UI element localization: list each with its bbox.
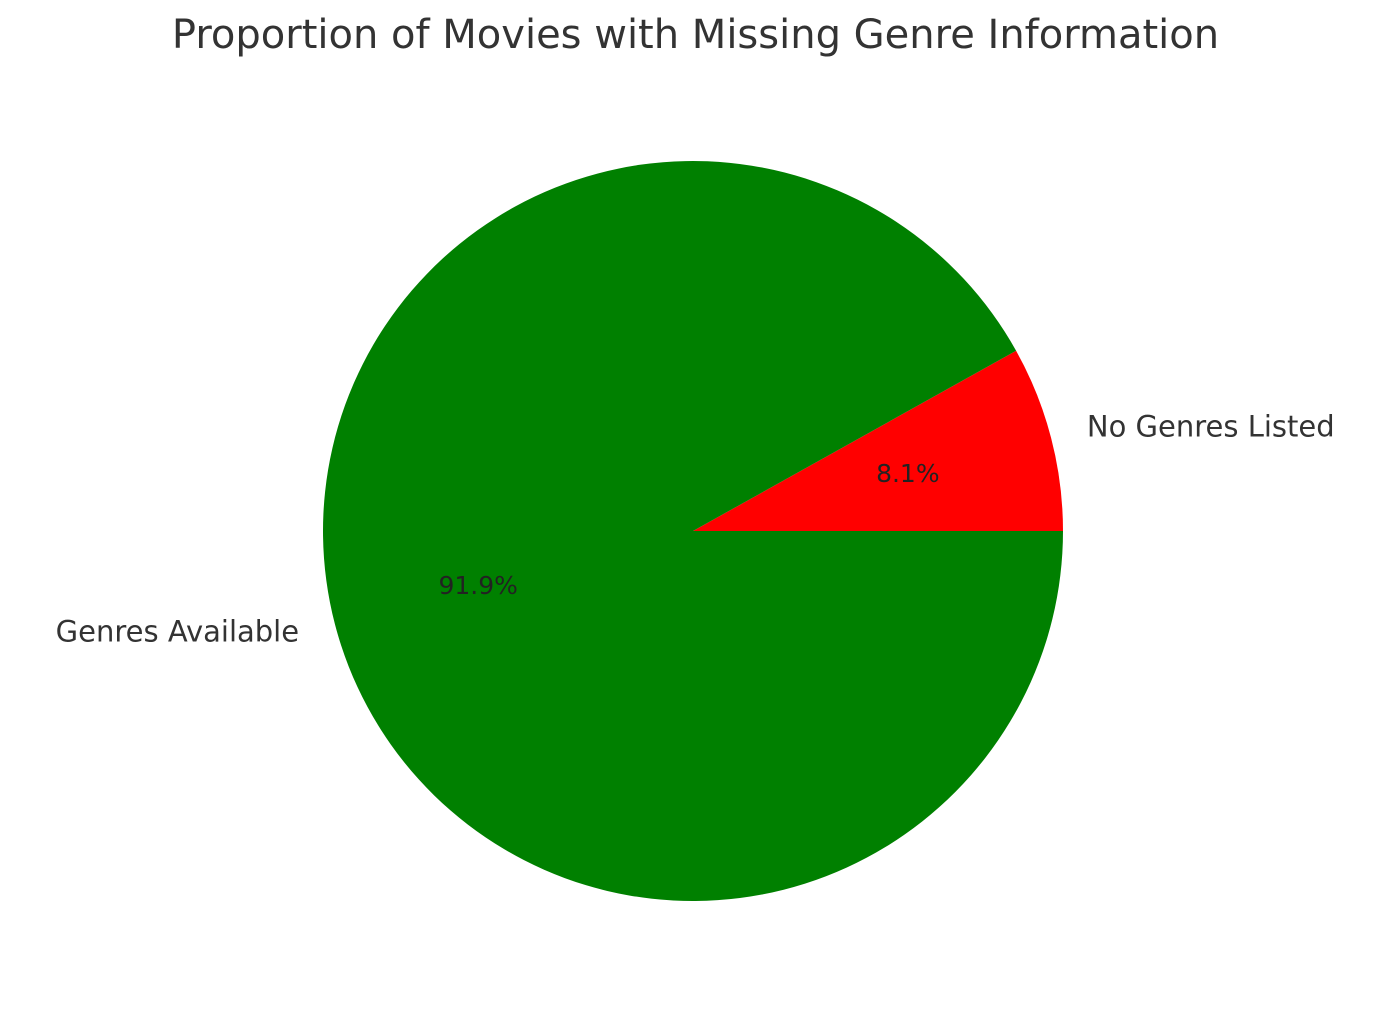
slice-label-no-genres-listed: No Genres Listed <box>1087 410 1335 444</box>
chart-title: Proportion of Movies with Missing Genre … <box>171 12 1220 58</box>
pie-slices <box>322 160 1063 901</box>
pie-slice-no-genres-listed <box>693 350 1063 531</box>
pie-labels: No Genres Listed 8.1% Genres Available 91.9… <box>56 410 1335 649</box>
slice-label-genres-available: Genres Available <box>56 614 299 648</box>
slice-percent-genres-available: 91.9% <box>438 571 517 600</box>
pie-slice-genres-available <box>322 160 1063 901</box>
slice-percent-no-genres-listed: 8.1% <box>876 459 940 488</box>
